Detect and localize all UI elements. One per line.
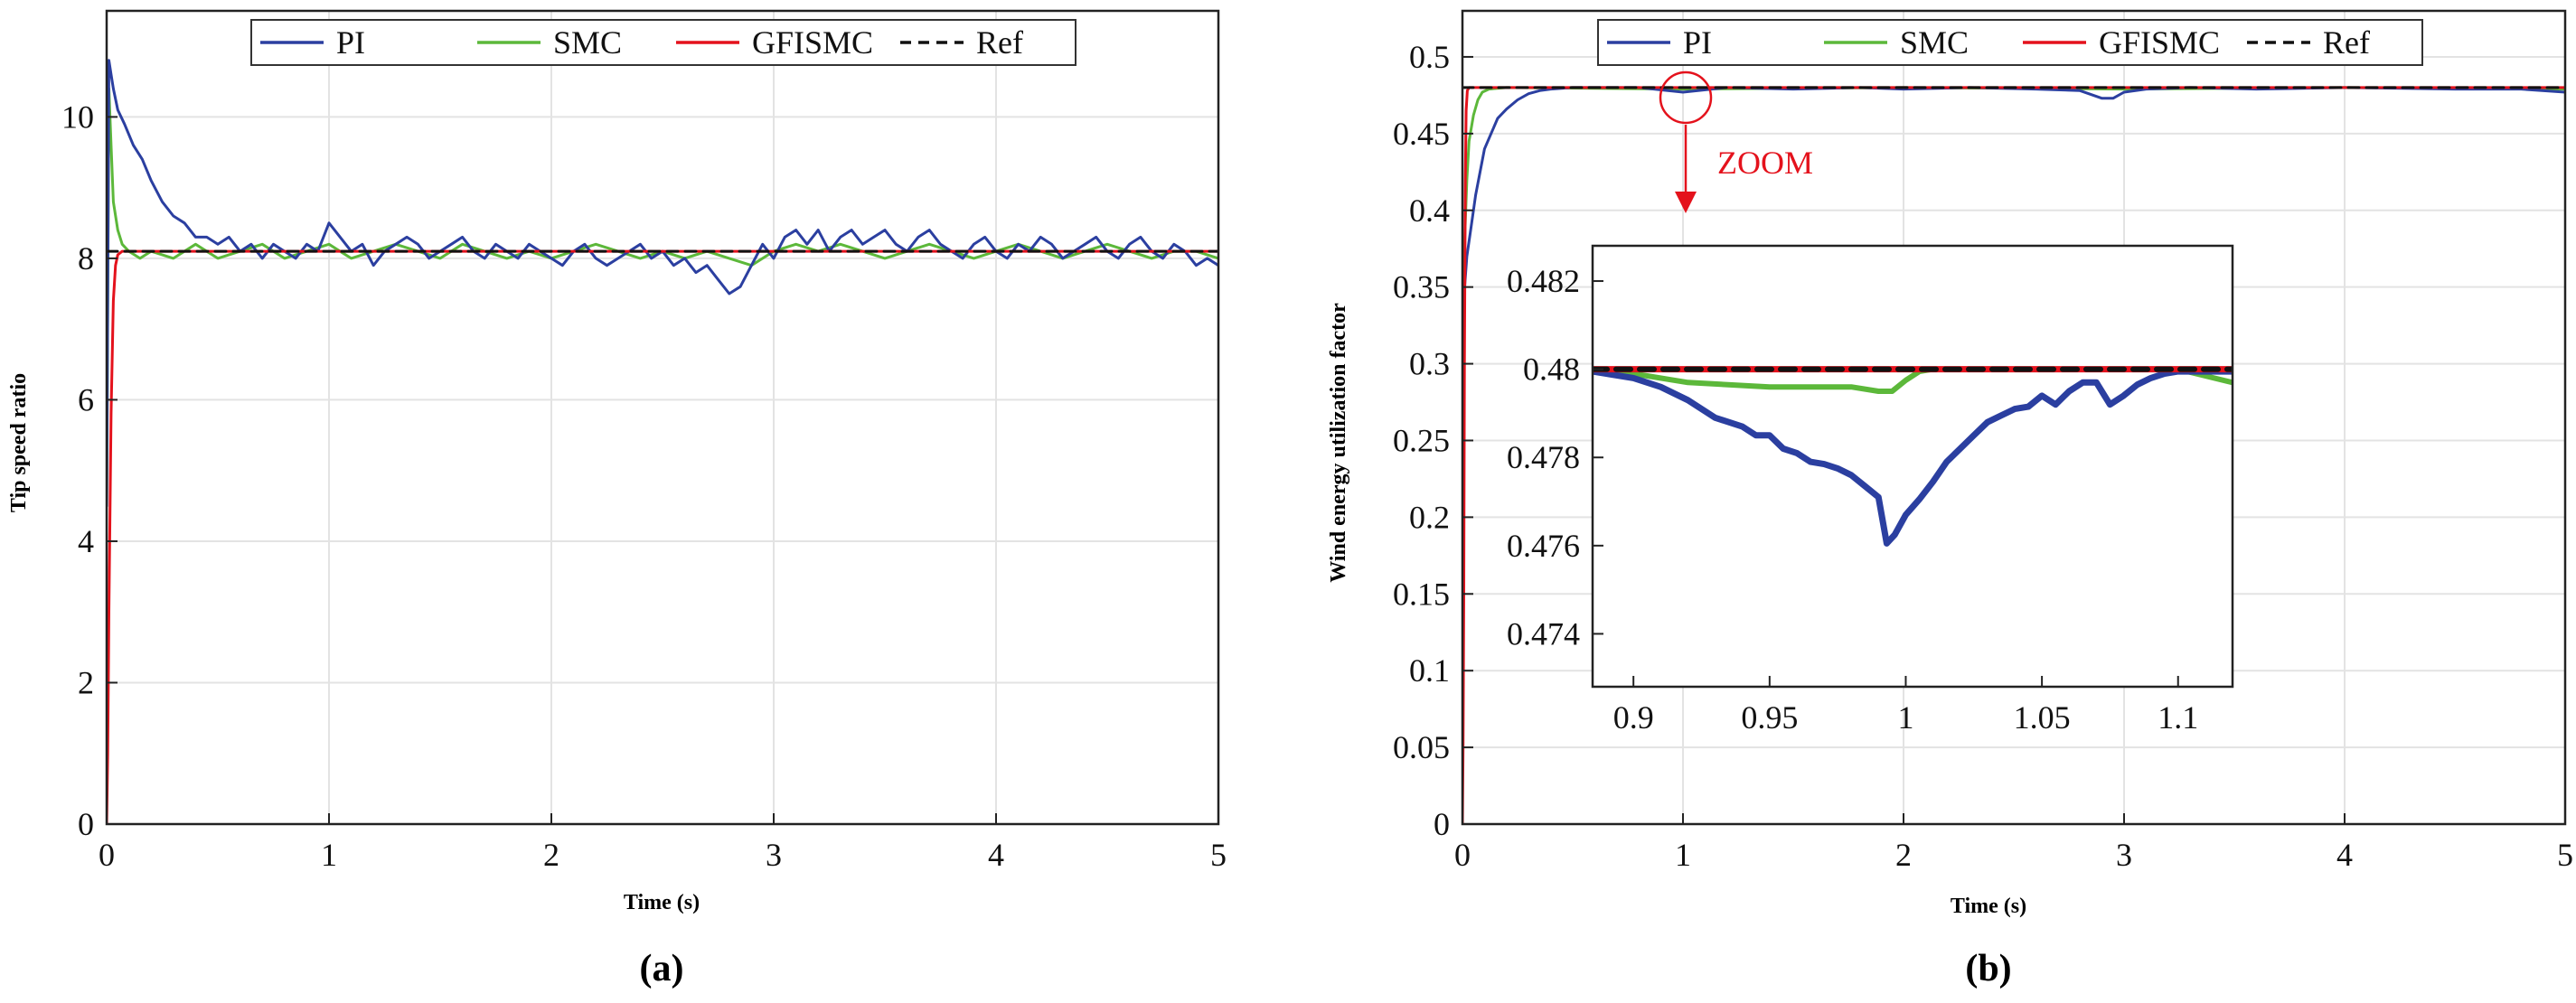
- panel-a-xtick-label: 5: [1210, 837, 1227, 873]
- panel-a: 0 1 2 3 4 5 0 2 4 6 8 10 Tip speed ratio Time (s) P…: [7, 9, 1227, 989]
- zoom-circle: [1659, 70, 1713, 125]
- panel-b-ytick-label: 0.5: [1409, 39, 1450, 75]
- panel-b-caption: (b): [1965, 948, 2011, 989]
- panel-b-xtick-label: 4: [2336, 837, 2353, 873]
- zoom-label: ZOOM: [1717, 145, 1813, 181]
- panel-b-xtick-label: 5: [2557, 837, 2573, 873]
- panel-b-axes-box: [1461, 9, 2567, 826]
- panel-a-xlabel: Time (s): [624, 891, 700, 914]
- zoom-inset-series-pi: [1593, 368, 2233, 547]
- zoom-inset-axes-box: [1591, 244, 2234, 689]
- panel-a-legend-label-gfismc: GFISMC: [752, 24, 873, 61]
- panel-a-xtick-label: 1: [321, 837, 337, 873]
- panel-a-ylabel: Tip speed ratio: [7, 373, 31, 512]
- zoom-inset-xtick-label: 0.95: [1741, 699, 1798, 736]
- panel-b-ylabel: Wind energy utilization factor: [1327, 303, 1350, 583]
- panel-a-ytick-label: 6: [78, 381, 94, 417]
- panel-b-xtick-label: 1: [1675, 837, 1691, 873]
- panel-a-ytick-label: 8: [78, 240, 94, 277]
- panel-a-ytick-label: 10: [61, 98, 94, 135]
- panel-b-ytick-label: 0.45: [1393, 116, 1450, 152]
- panel-b-ticks: 0 1 2 3 4 5 0 0.05 0.1 0.15 0.2 0.25 0.3 0.35 0.4 0.45 0…: [1393, 39, 2573, 873]
- panel-a-xtick-label: 4: [988, 837, 1004, 873]
- zoom-inset-ytick-label: 0.482: [1507, 263, 1580, 299]
- panel-b-legend-box: [1597, 19, 2423, 66]
- panel-b-ytick-label: 0.1: [1409, 652, 1450, 689]
- zoom-inset: 0.9 0.95 1 1.05 1.1 0.474 0.476 0.478 0.48 0.482: [1507, 244, 2234, 736]
- zoom-arrow-head: [1675, 192, 1697, 213]
- zoom-inset-ytick-label: 0.478: [1507, 439, 1580, 475]
- panel-b-ytick-label: 0.35: [1393, 269, 1450, 305]
- panel-b-legend-label-ref: Ref: [2323, 24, 2370, 61]
- panel-a-caption: (a): [640, 948, 684, 989]
- panel-b-xtick-label: 2: [1895, 837, 1912, 873]
- panel-a-xtick-label: 2: [543, 837, 559, 873]
- panel-b-legend: PI SMC GFISMC Ref: [1597, 19, 2423, 66]
- panel-b: 0 1 2 3 4 5 0 0.05 0.1 0.15 0.2 0.25 0.3 0.35 0.4 0.45 0…: [1327, 9, 2573, 989]
- panel-b-ytick-label: 0.05: [1393, 729, 1450, 765]
- panel-b-ytick-label: 0.25: [1393, 422, 1450, 458]
- panel-b-legend-label-smc: SMC: [1900, 24, 1969, 61]
- panel-a-ytick-label: 0: [78, 806, 94, 842]
- panel-b-ytick-label: 0.4: [1409, 192, 1450, 229]
- panel-a-legend-label-ref: Ref: [976, 24, 1023, 61]
- panel-a-legend-box: [250, 19, 1076, 66]
- panel-b-ytick-label: 0.15: [1393, 576, 1450, 612]
- panel-a-axes-box: [105, 9, 1220, 826]
- zoom-inset-ticks: 0.9 0.95 1 1.05 1.1 0.474 0.476 0.478 0.48 0.482: [1507, 263, 2198, 736]
- panel-a-legend-label-pi: PI: [336, 24, 365, 61]
- panel-a-ticks: 0 1 2 3 4 5 0 2 4 6 8 10: [61, 98, 1227, 873]
- panel-a-xtick-label: 3: [766, 837, 782, 873]
- zoom-inset-xtick-label: 1.05: [2014, 699, 2071, 736]
- zoom-inset-ytick-label: 0.48: [1523, 352, 1580, 388]
- panel-a-series-gfismc: [107, 249, 1218, 824]
- panel-b-ytick-label: 0.2: [1409, 499, 1450, 535]
- zoom-inset-ytick-label: 0.476: [1507, 528, 1580, 564]
- panel-b-ytick-label: 0.3: [1409, 346, 1450, 382]
- zoom-inset-xtick-label: 1.1: [2158, 699, 2198, 736]
- panel-b-xtick-label: 0: [1454, 837, 1471, 873]
- panel-a-series-smc: [107, 87, 1218, 508]
- panel-b-xlabel: Time (s): [1951, 895, 2026, 918]
- panel-a-legend-label-smc: SMC: [553, 24, 622, 61]
- panel-a-legend: PI SMC GFISMC Ref: [250, 19, 1076, 66]
- panel-b-xtick-label: 3: [2116, 837, 2132, 873]
- panel-b-legend-label-gfismc: GFISMC: [2099, 24, 2220, 61]
- panel-a-ytick-label: 2: [78, 664, 94, 700]
- panel-b-ytick-label: 0: [1434, 806, 1450, 842]
- panel-a-series-pi: [107, 59, 1218, 508]
- panel-a-ytick-label: 4: [78, 523, 94, 559]
- zoom-inset-series: [1593, 366, 2233, 547]
- panel-b-legend-label-pi: PI: [1683, 24, 1712, 61]
- panel-a-series: [107, 59, 1218, 824]
- panel-a-xtick-label: 0: [99, 837, 115, 873]
- zoom-inset-xtick-label: 1: [1897, 699, 1913, 736]
- zoom-inset-xtick-label: 0.9: [1613, 699, 1654, 736]
- panel-a-grid: [107, 11, 1218, 824]
- zoom-inset-background: [1593, 246, 2233, 687]
- zoom-inset-ytick-label: 0.474: [1507, 615, 1580, 651]
